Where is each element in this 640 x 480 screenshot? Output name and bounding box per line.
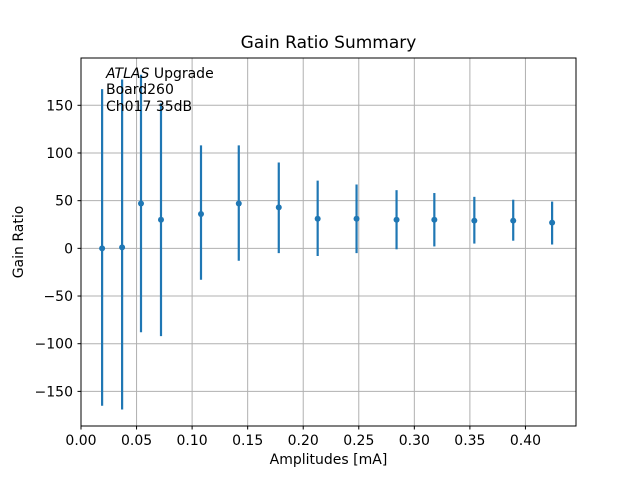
data-point-marker (549, 219, 556, 226)
data-point-marker (314, 215, 321, 222)
data-point-marker (138, 200, 144, 207)
data-point-marker (431, 216, 438, 223)
data-point-marker (393, 216, 400, 223)
chart-title: Gain Ratio Summary (240, 33, 417, 53)
x-tick-label: 0.30 (399, 433, 430, 449)
data-point-marker (119, 244, 126, 251)
data-point-marker (99, 245, 106, 252)
y-tick-label: −150 (35, 384, 73, 400)
data-point-marker (198, 211, 204, 218)
plot-border (80, 57, 577, 427)
data-point-marker (353, 215, 360, 222)
data-point-marker (275, 204, 282, 211)
x-tick-label: 0.10 (177, 433, 208, 449)
x-tick-label: 0.40 (510, 433, 541, 449)
y-tick-label: 150 (46, 98, 73, 114)
y-axis-label: Gain Ratio (11, 205, 27, 279)
annotation-upgrade-text: Upgrade (149, 66, 214, 82)
y-tick-label: −50 (43, 289, 73, 305)
y-tick-label: 0 (64, 241, 73, 257)
x-tick-label: 0.25 (343, 433, 374, 449)
x-tick-label: 0.35 (454, 433, 485, 449)
plot-annotation: ATLAS Upgrade Board260 Ch017 35dB (106, 66, 214, 115)
annotation-board-id: Board260 (106, 82, 174, 99)
x-tick-label: 0.05 (121, 433, 152, 449)
data-point-marker (235, 200, 242, 207)
data-point-marker (471, 217, 478, 224)
x-tick-label: 0.20 (288, 433, 319, 449)
annotation-channel-gain: Ch017 35dB (106, 98, 193, 115)
y-tick-label: −100 (35, 337, 73, 353)
y-tick-label: 100 (46, 146, 73, 162)
annotation-line-1: ATLAS Upgrade (106, 66, 214, 82)
y-tick-label: 50 (55, 194, 73, 210)
data-point-marker (510, 217, 517, 224)
annotation-experiment-name: ATLAS (106, 66, 150, 82)
data-point-marker (158, 216, 164, 223)
x-tick-label: 0.15 (232, 433, 263, 449)
x-axis-label: Amplitudes [mA] (269, 452, 388, 468)
x-tick-label: 0.00 (65, 433, 96, 449)
